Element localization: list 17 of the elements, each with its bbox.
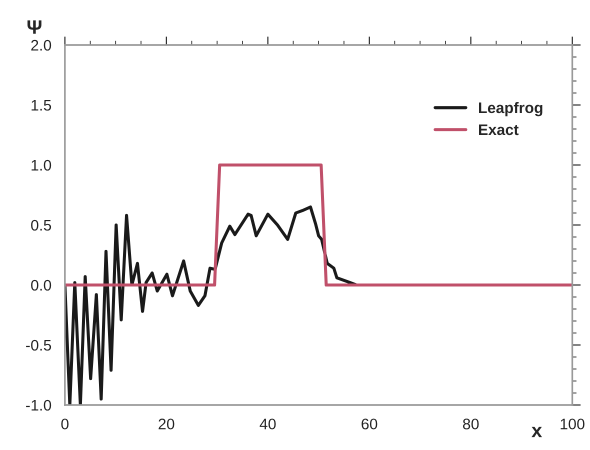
x-axis-title: x	[532, 426, 542, 438]
y-tick-label: 1.5	[32, 100, 52, 111]
x-tick-label: 60	[362, 418, 378, 430]
x-tick-label: 80	[462, 418, 479, 430]
y-tick-label: 0.0	[31, 280, 52, 291]
x-tick-label: 40	[260, 418, 276, 430]
y-tick-label: 1.0	[32, 160, 52, 171]
y-axis-title: Ψ	[28, 20, 42, 34]
x-tick-label: 0	[61, 418, 69, 430]
y-tick-label: 2.0	[31, 40, 52, 51]
legend-label: Exact	[479, 124, 519, 136]
y-tick-label: 0.5	[31, 220, 52, 231]
x-tick-label: 100	[560, 418, 584, 430]
y-tick-label: -0.5	[26, 340, 52, 351]
legend-label: Leapfrog	[479, 102, 542, 116]
y-tick-label: -1.0	[26, 400, 52, 411]
x-tick-label: 20	[158, 418, 174, 430]
